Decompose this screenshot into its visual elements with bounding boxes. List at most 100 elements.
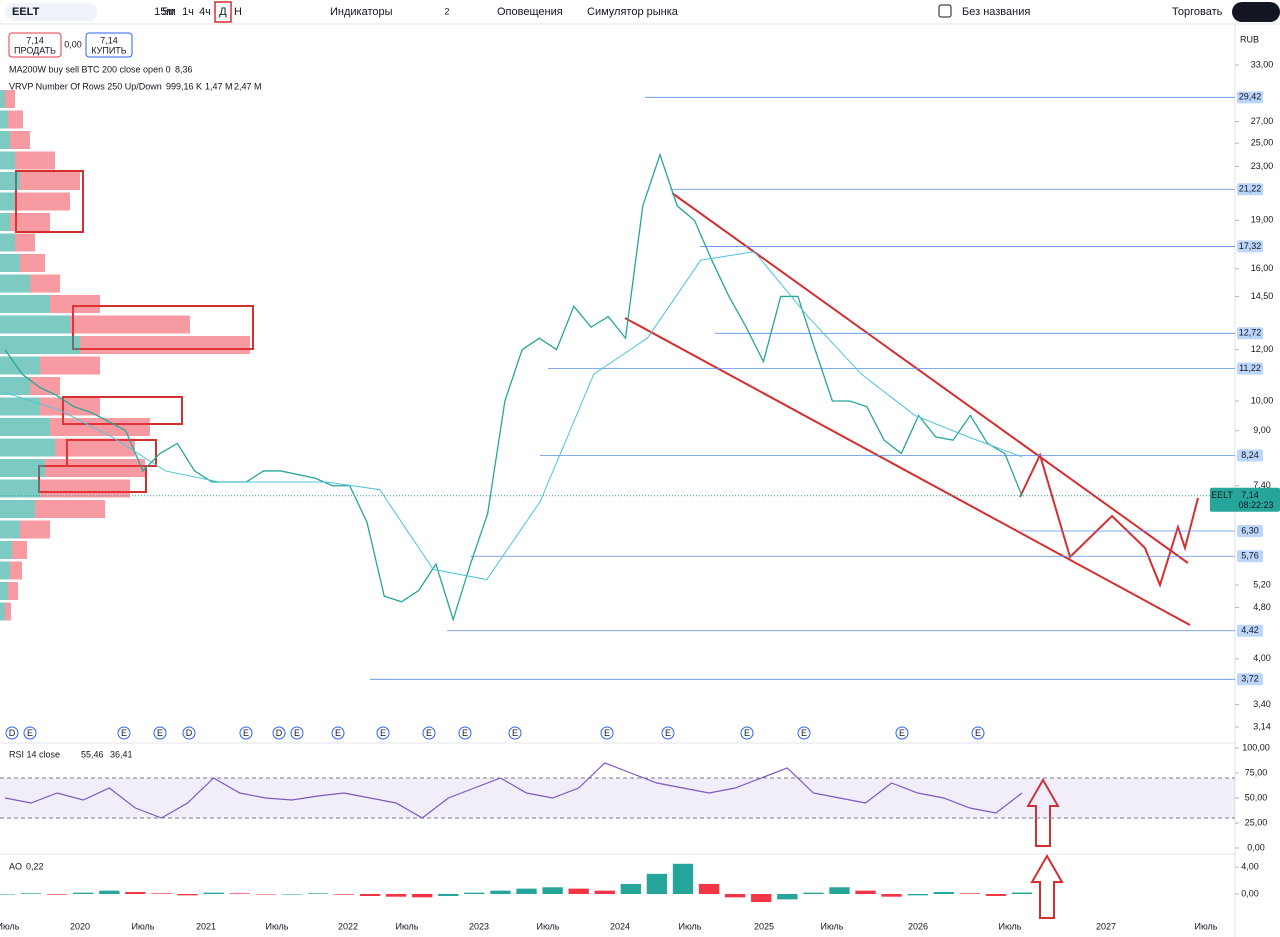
price-tick-label: 10,00 [1251,395,1274,405]
interval: 1ч [182,6,194,18]
volume-down [80,336,250,354]
symbol-search[interactable] [5,3,97,21]
price-tick-label: 27,00 [1251,116,1274,126]
ao-bar [359,894,381,897]
event-label: E [801,728,807,738]
trade-button: Торговать [1172,6,1223,18]
event-badge [740,726,754,740]
volume-up [0,151,15,170]
indicators-button: Индикаторы [330,6,393,18]
countdown: 08:22:23 [1238,500,1273,510]
volume-down [70,315,190,334]
time-label: 2022 [338,921,358,931]
ao-value: 0,22 [26,861,44,871]
volume-up [0,520,20,539]
level-label: 8,24 [1241,450,1259,460]
volume-down [15,192,70,211]
time-label: 2021 [196,921,216,931]
ao-bar [464,892,485,894]
volume-up [0,254,20,272]
rsi-legend: RSI 14 close [9,749,60,759]
last-price-symbol: EELT [1211,490,1233,500]
layouts-count: 2 [444,6,449,16]
ma-legend: MA200W buy sell BTC 200 close open 0 [9,64,171,74]
volume-up [0,602,5,621]
ma-value: 8,36 [175,64,193,74]
level-tag [1237,183,1263,196]
rsi-tick-label: 100,00 [1242,742,1270,752]
buy-price: 7,14 [100,35,118,45]
volume-up [0,110,8,129]
event-label: E [380,728,386,738]
ao-bar [646,873,668,894]
checkbox[interactable] [938,4,952,18]
price-tick-label: 9,00 [1253,425,1271,435]
ao-bar [73,892,94,894]
price-tick-label: 23,00 [1251,161,1274,171]
ma-line [4,251,1023,581]
time-label: Июль [132,921,155,931]
volume-down [20,520,50,539]
volume-up [0,172,20,190]
volume-down [5,602,11,621]
event-badge [661,726,675,740]
volume-up [0,192,15,211]
time-label: Июль [266,921,289,931]
ao-bar [0,894,16,895]
rsi-tick-label: 25,00 [1245,817,1268,827]
level-tag [1237,240,1263,253]
level-tag [1237,624,1263,637]
event-label: E [157,728,163,738]
trend-line [624,317,1191,626]
level-label: 12,72 [1239,328,1262,338]
ao-bar [151,893,172,894]
ao-bar [255,894,276,895]
publish-button[interactable] [1232,2,1280,22]
event-badge [331,726,345,740]
price-tick-label: 19,00 [1251,215,1274,225]
ao-tick-label: 0,00 [1241,888,1259,898]
ao-bar [985,894,1007,897]
event-badge [117,726,131,740]
volume-down [40,356,100,375]
time-label: 2024 [610,921,630,931]
interval: Д [219,6,227,18]
price-tick-label: 33,00 [1251,59,1274,69]
ao-bar [959,893,981,894]
volume-down [40,479,130,498]
level-tag [1237,525,1263,538]
time-label: 2026 [908,921,928,931]
volume-down [20,172,80,190]
volume-up [0,479,40,498]
event-badge [182,726,196,740]
time-label: Июль [396,921,419,931]
level-label: 29,42 [1239,92,1262,102]
level-label: 3,72 [1241,674,1259,684]
time-label: Июль [821,921,844,931]
sell-price: 7,14 [26,35,44,45]
event-badge [23,726,37,740]
event-label: E [512,728,518,738]
time-label: 2027 [1096,921,1116,931]
publish-label: Опублик [1238,6,1280,18]
event-badge [5,726,19,740]
replay-button: Симулятор рынка [587,6,679,18]
level-tag [1237,327,1263,340]
rsi-value: 55,46 [81,749,104,759]
volume-down [30,274,60,293]
sell-button[interactable] [8,32,62,58]
buy-button[interactable] [85,32,133,58]
vrvp-value: 1,47 M [205,81,233,91]
event-badge [239,726,253,740]
ao-bar [438,894,459,897]
ao-bar [307,893,329,894]
ao-bar [620,883,642,894]
vrvp-value: 999,16 K [166,81,202,91]
volume-down [10,561,22,580]
volume-up [0,500,35,518]
time-label: 2023 [469,921,489,931]
rsi-tick-label: 75,00 [1245,767,1268,777]
ao-bar [516,888,537,894]
ao-bar [803,892,824,894]
